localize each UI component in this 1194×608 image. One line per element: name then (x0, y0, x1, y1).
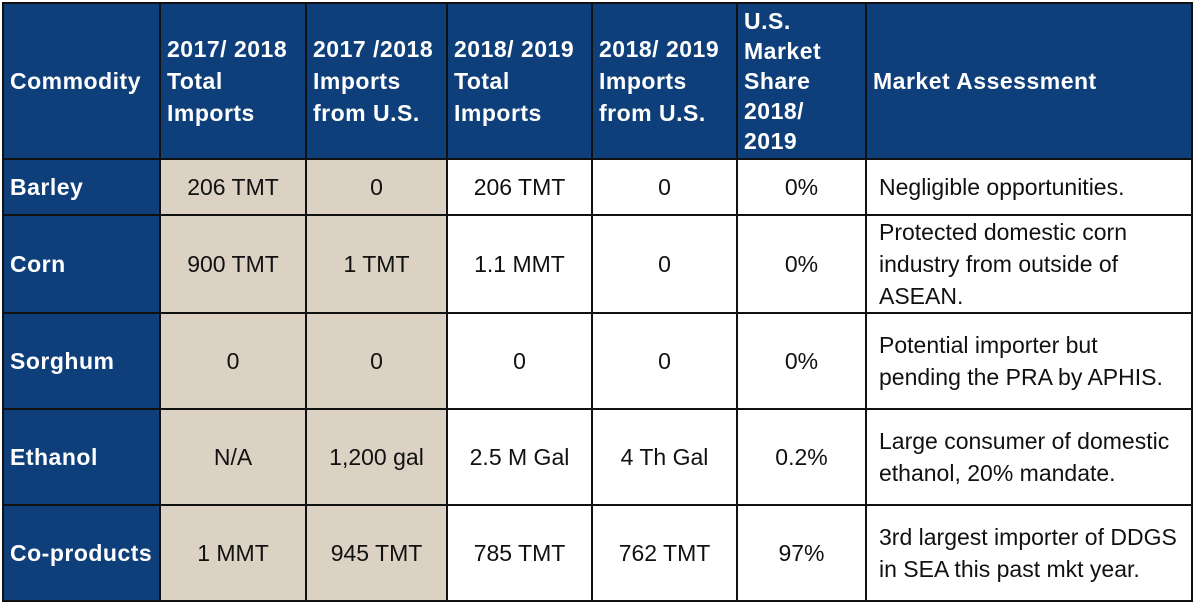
us-imports-2018-2019-cell: 0 (591, 158, 738, 216)
us-imports-2018-2019-cell: 0 (591, 214, 738, 314)
header-row: Commodity 2017/ 2018 Total Imports 2017 … (2, 2, 1193, 160)
commodity-cell: Corn (2, 214, 161, 314)
market-assessment-cell: Negligible opportunities. (865, 158, 1193, 216)
total-imports-2018-2019-cell: 1.1 MMT (446, 214, 593, 314)
total-imports-2017-2018-cell: 206 TMT (159, 158, 307, 216)
table-row: Ethanol N/A 1,200 gal 2.5 M Gal 4 Th Gal… (2, 408, 1193, 506)
total-imports-2018-2019-cell: 785 TMT (446, 504, 593, 602)
market-assessment-cell: Large consumer of domestic ethanol, 20% … (865, 408, 1193, 506)
us-imports-2018-2019-cell: 762 TMT (591, 504, 738, 602)
table-row: Co-products 1 MMT 945 TMT 785 TMT 762 TM… (2, 504, 1193, 602)
commodity-cell: Sorghum (2, 312, 161, 410)
header-2018-2019-imports-from-us: 2018/ 2019 Imports from U.S. (591, 2, 738, 160)
commodity-cell: Barley (2, 158, 161, 216)
market-assessment-cell: 3rd largest importer of DDGS in SEA this… (865, 504, 1193, 602)
header-2017-2018-total-imports: 2017/ 2018 Total Imports (159, 2, 307, 160)
market-share-cell: 97% (736, 504, 867, 602)
total-imports-2017-2018-cell: 0 (159, 312, 307, 410)
us-imports-2017-2018-cell: 945 TMT (305, 504, 448, 602)
us-imports-2017-2018-cell: 0 (305, 312, 448, 410)
total-imports-2017-2018-cell: N/A (159, 408, 307, 506)
commodity-cell: Ethanol (2, 408, 161, 506)
header-us-market-share: U.S. Market Share 2018/ 2019 (736, 2, 867, 160)
total-imports-2018-2019-cell: 2.5 M Gal (446, 408, 593, 506)
table-row: Barley 206 TMT 0 206 TMT 0 0% Negligible… (2, 158, 1193, 216)
us-imports-2017-2018-cell: 0 (305, 158, 448, 216)
market-share-cell: 0% (736, 312, 867, 410)
header-market-assessment: Market Assessment (865, 2, 1193, 160)
total-imports-2017-2018-cell: 1 MMT (159, 504, 307, 602)
table-row: Sorghum 0 0 0 0 0% Potential importer bu… (2, 312, 1193, 410)
commodity-cell: Co-products (2, 504, 161, 602)
market-assessment-cell: Protected domestic corn industry from ou… (865, 214, 1193, 314)
total-imports-2018-2019-cell: 206 TMT (446, 158, 593, 216)
market-assessment-cell: Potential importer but pending the PRA b… (865, 312, 1193, 410)
us-imports-2018-2019-cell: 0 (591, 312, 738, 410)
total-imports-2018-2019-cell: 0 (446, 312, 593, 410)
table-row: Corn 900 TMT 1 TMT 1.1 MMT 0 0% Protecte… (2, 214, 1193, 314)
us-imports-2017-2018-cell: 1 TMT (305, 214, 448, 314)
header-commodity: Commodity (2, 2, 161, 160)
us-imports-2017-2018-cell: 1,200 gal (305, 408, 448, 506)
header-2017-2018-imports-from-us: 2017 /2018 Imports from U.S. (305, 2, 448, 160)
market-share-cell: 0% (736, 214, 867, 314)
market-share-cell: 0% (736, 158, 867, 216)
us-imports-2018-2019-cell: 4 Th Gal (591, 408, 738, 506)
market-share-cell: 0.2% (736, 408, 867, 506)
total-imports-2017-2018-cell: 900 TMT (159, 214, 307, 314)
header-2018-2019-total-imports: 2018/ 2019 Total Imports (446, 2, 593, 160)
